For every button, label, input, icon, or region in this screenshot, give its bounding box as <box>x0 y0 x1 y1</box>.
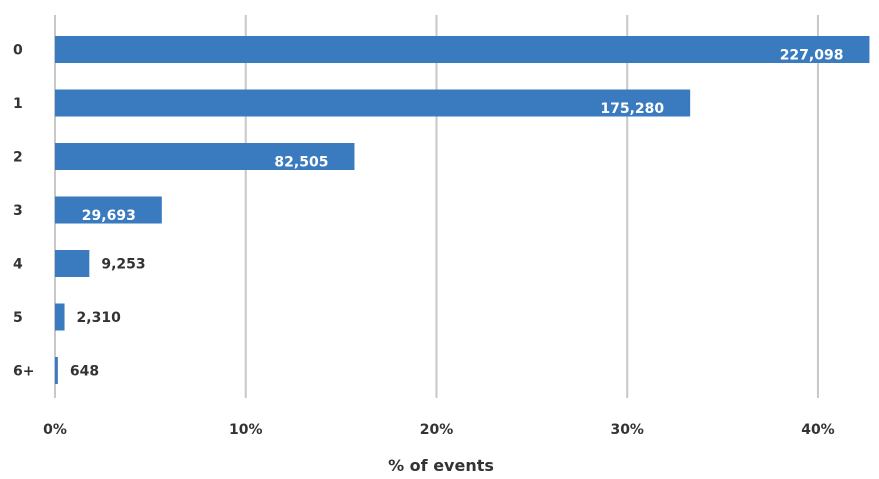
bar-value-label: 9,253 <box>101 257 145 273</box>
category-label: 0 <box>13 43 23 59</box>
x-tick-label: 20% <box>420 422 454 438</box>
x-tick-label: 10% <box>229 422 263 438</box>
category-label: 1 <box>13 96 23 112</box>
bar <box>55 36 870 63</box>
bars <box>55 36 870 384</box>
bar-value-label: 648 <box>70 364 99 380</box>
category-labels: 0 1 2 3 4 5 6+ <box>13 43 34 380</box>
x-tick-label: 30% <box>610 422 644 438</box>
category-label: 2 <box>13 150 23 166</box>
bar-value-label: 29,693 <box>82 208 136 224</box>
bar <box>55 357 58 384</box>
x-axis-title: % of events <box>388 456 494 475</box>
x-tick-label: 0% <box>43 422 67 438</box>
bar <box>55 303 65 331</box>
category-label: 3 <box>13 203 23 219</box>
bar-value-label: 2,310 <box>77 310 122 326</box>
bar <box>55 196 162 224</box>
category-label: 4 <box>13 257 23 273</box>
gridlines <box>54 15 819 398</box>
x-tick-label: 40% <box>801 422 835 438</box>
bar <box>55 250 90 277</box>
category-label: 6+ <box>13 364 34 380</box>
x-tick-labels: 0% 10% 20% 30% 40% <box>43 422 835 438</box>
value-labels: 227,098 175,280 82,505 29,693 9,253 2,310 648 <box>70 48 844 380</box>
bar <box>55 89 691 117</box>
bar-value-label: 175,280 <box>600 101 664 117</box>
bar-value-label: 227,098 <box>780 48 844 64</box>
category-label: 5 <box>13 310 23 326</box>
bar-value-label: 82,505 <box>274 155 328 171</box>
bar <box>55 143 355 170</box>
